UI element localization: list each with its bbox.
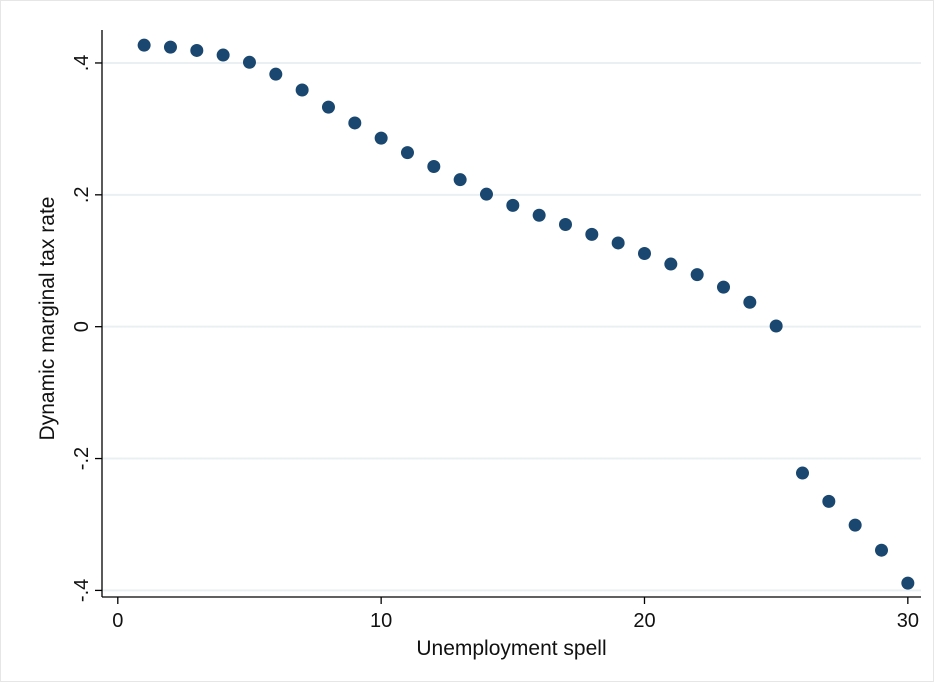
data-point bbox=[269, 67, 283, 81]
y-axis-title: Dynamic marginal tax rate bbox=[36, 197, 59, 441]
y-tick-label: 0 bbox=[71, 321, 93, 332]
data-points bbox=[137, 38, 915, 590]
data-point bbox=[558, 217, 572, 231]
y-tick-label: -.2 bbox=[71, 447, 93, 470]
data-point bbox=[532, 208, 546, 222]
data-point bbox=[506, 198, 520, 212]
data-point bbox=[190, 43, 204, 57]
data-point bbox=[874, 543, 888, 557]
x-tick-label: 20 bbox=[633, 610, 655, 632]
data-point bbox=[400, 146, 414, 160]
data-point bbox=[374, 131, 388, 145]
data-point bbox=[348, 116, 362, 130]
data-point bbox=[848, 518, 862, 532]
data-point bbox=[611, 236, 625, 250]
x-tick-label: 10 bbox=[370, 610, 392, 632]
data-point bbox=[664, 257, 678, 271]
data-point bbox=[822, 494, 836, 508]
data-point bbox=[795, 466, 809, 480]
data-point bbox=[769, 319, 783, 333]
data-point bbox=[479, 187, 493, 201]
data-point bbox=[242, 55, 256, 69]
data-point bbox=[163, 40, 177, 54]
axes bbox=[95, 30, 921, 604]
tick-labels: -.4 -.2 0 .2 .4 0 10 20 30 bbox=[71, 55, 919, 632]
x-tick-label: 30 bbox=[897, 610, 919, 632]
data-point bbox=[901, 576, 915, 590]
grid-lines bbox=[102, 61, 921, 592]
x-axis-title: Unemployment spell bbox=[416, 637, 606, 660]
y-tick-label: .4 bbox=[71, 55, 93, 72]
data-point bbox=[321, 100, 335, 114]
data-point bbox=[716, 280, 730, 294]
y-tick-label: .2 bbox=[71, 186, 93, 203]
data-point bbox=[216, 48, 230, 62]
x-tick-label: 0 bbox=[112, 610, 123, 632]
data-point bbox=[453, 173, 467, 187]
y-tick-label: -.4 bbox=[71, 579, 93, 602]
data-point bbox=[295, 83, 309, 97]
data-point bbox=[137, 38, 151, 52]
data-point bbox=[585, 227, 599, 241]
data-point bbox=[637, 247, 651, 261]
data-point bbox=[427, 159, 441, 173]
data-point bbox=[690, 268, 704, 282]
data-point bbox=[743, 295, 757, 309]
